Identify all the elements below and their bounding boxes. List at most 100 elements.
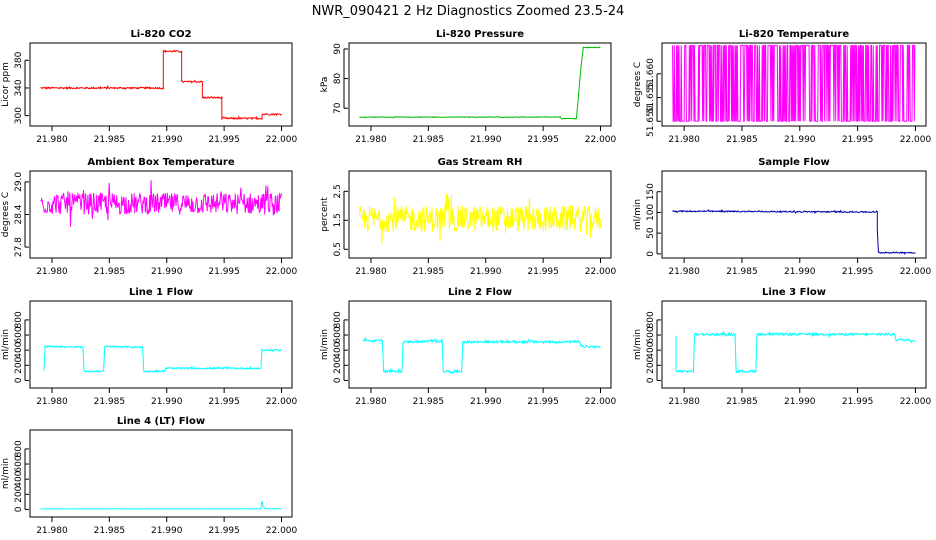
panel-5: Gas Stream RH 21.980 21.985 21.990 21.995 22.… (320, 157, 617, 277)
y-tick-label: 340 (14, 79, 24, 96)
y-tick-label: 800 (333, 311, 343, 328)
series-line-1 (40, 49, 282, 121)
y-tick-label: 150 (646, 183, 656, 200)
x-tick-label: 21.985 (726, 397, 758, 407)
y-tick-label: 200 (14, 485, 24, 502)
y-tick-label: 29.0 (14, 172, 24, 192)
x-tick-label: 21.980 (36, 267, 68, 277)
x-tick-label: 22.000 (266, 135, 298, 145)
y-tick-label: 600 (14, 455, 24, 472)
series-area (362, 336, 601, 375)
y-tick-label: 27.8 (14, 237, 24, 257)
y-tick-label: 90 (333, 43, 343, 55)
y-tick-label: 600 (646, 326, 656, 343)
series-area (672, 44, 916, 122)
panel-title: Ambient Box Temperature (87, 157, 234, 168)
panel-3: Li-820 Temperature 21.980 21.985 21.990 21.9… (633, 29, 931, 145)
y-tick-label: 2.5 (333, 184, 343, 198)
y-tick-label: 0 (646, 377, 656, 383)
x-tick-label: 21.980 (36, 526, 68, 536)
x-tick-label: 22.000 (585, 397, 617, 407)
y-tick-label: 200 (14, 356, 24, 373)
panel-title: Gas Stream RH (438, 157, 523, 168)
y-axis-label: Licor ppm (1, 62, 11, 107)
x-tick-label: 21.990 (151, 267, 183, 277)
series-area (40, 180, 283, 227)
y-tick-label: 0 (333, 377, 343, 383)
y-axis-label: ml/min (1, 329, 11, 360)
x-tick-label: 22.000 (900, 135, 932, 145)
x-tick-label: 21.995 (208, 135, 240, 145)
panel-6: Sample Flow 21.980 21.985 21.990 21.995 22.00… (633, 157, 931, 277)
x-tick-label: 21.985 (94, 267, 126, 277)
x-tick-label: 21.980 (36, 135, 68, 145)
x-tick-label: 22.000 (585, 267, 617, 277)
x-tick-label: 21.995 (208, 267, 240, 277)
y-tick-label: 0 (646, 251, 656, 257)
series-line-1 (359, 46, 601, 120)
y-axis-label: percent (320, 197, 330, 232)
y-tick-label: 200 (646, 356, 656, 373)
series-area (675, 330, 916, 375)
y-tick-label: 50 (646, 227, 656, 239)
panel-title: Li-820 CO2 (130, 29, 191, 40)
x-tick-label: 21.990 (784, 397, 816, 407)
y-tick-label: 51.650 (646, 105, 656, 137)
x-tick-label: 21.985 (413, 267, 445, 277)
y-tick-label: 1.5 (333, 213, 343, 227)
x-tick-label: 21.990 (784, 135, 816, 145)
plot-frame (29, 170, 293, 259)
plot-frame (348, 42, 612, 127)
panel-8: Line 2 Flow 21.980 21.985 21.990 21.995 22.00… (320, 287, 617, 407)
plot-frame (29, 300, 293, 389)
plot-frame (348, 300, 612, 389)
y-axis-label: degrees C (1, 192, 11, 237)
panel-title: Line 2 Flow (448, 287, 512, 298)
panel-title: Line 4 (LT) Flow (117, 416, 205, 427)
x-tick-label: 21.985 (413, 397, 445, 407)
x-tick-label: 21.985 (726, 135, 758, 145)
series-area (359, 46, 601, 120)
plot-frame (29, 429, 293, 518)
x-tick-label: 21.980 (668, 267, 700, 277)
series-area (40, 49, 282, 121)
y-tick-label: 51.655 (646, 82, 656, 114)
y-axis-label: ml/min (320, 329, 330, 360)
panel-10: Line 4 (LT) Flow 21.980 21.985 21.990 21.995… (1, 416, 298, 536)
x-tick-label: 21.985 (726, 267, 758, 277)
y-tick-label: 200 (333, 356, 343, 373)
y-tick-label: 70 (333, 102, 343, 114)
x-tick-label: 21.980 (36, 397, 68, 407)
x-tick-label: 21.990 (470, 135, 502, 145)
y-tick-label: 800 (14, 311, 24, 328)
series-line-1 (40, 501, 282, 510)
y-tick-label: 400 (646, 341, 656, 358)
series-line (672, 44, 916, 122)
x-tick-label: 21.980 (355, 397, 387, 407)
x-tick-label: 21.995 (842, 397, 874, 407)
panel-title: Line 3 Flow (762, 287, 826, 298)
x-tick-label: 21.995 (842, 267, 874, 277)
x-tick-label: 21.990 (151, 526, 183, 536)
x-tick-label: 22.000 (266, 267, 298, 277)
series-line-1 (40, 180, 283, 227)
x-tick-label: 21.995 (527, 267, 559, 277)
x-tick-label: 21.990 (470, 397, 502, 407)
y-tick-label: 0.5 (333, 242, 343, 256)
y-tick-label: 400 (333, 341, 343, 358)
y-tick-label: 400 (14, 470, 24, 487)
panel-title: Sample Flow (758, 157, 830, 168)
x-tick-label: 21.985 (94, 397, 126, 407)
x-tick-label: 21.995 (208, 397, 240, 407)
series-area (43, 344, 282, 374)
x-tick-label: 21.995 (527, 397, 559, 407)
x-tick-label: 21.980 (668, 135, 700, 145)
y-tick-label: 80 (333, 73, 343, 85)
x-tick-label: 21.980 (355, 267, 387, 277)
series-area (40, 501, 282, 510)
x-tick-label: 21.995 (842, 135, 874, 145)
x-tick-label: 22.000 (266, 526, 298, 536)
plot-frame (29, 42, 293, 127)
y-tick-label: 28.4 (14, 204, 24, 224)
